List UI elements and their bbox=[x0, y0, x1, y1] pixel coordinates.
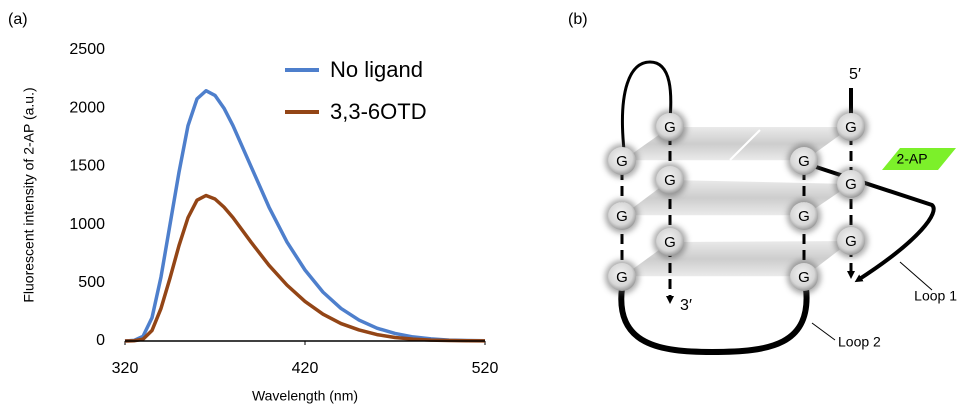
y-tick-label: 2500 bbox=[69, 41, 105, 58]
node-label: G bbox=[845, 176, 857, 193]
node bbox=[790, 202, 818, 230]
y-tick-label: 0 bbox=[96, 332, 105, 349]
leader-line bbox=[899, 261, 933, 291]
node-label: G bbox=[798, 208, 810, 225]
node-label: G bbox=[798, 269, 810, 286]
loop bbox=[809, 163, 936, 283]
node bbox=[790, 263, 818, 291]
node-label: G bbox=[616, 208, 628, 225]
node-label: G bbox=[845, 119, 857, 136]
data-line bbox=[124, 193, 486, 343]
node bbox=[837, 113, 865, 141]
loop bbox=[618, 287, 810, 356]
strand-end-label: 3′ bbox=[680, 297, 692, 314]
x-tick-label: 420 bbox=[292, 360, 319, 377]
probe-label: 2-AP bbox=[896, 151, 927, 167]
node-label: G bbox=[664, 234, 676, 251]
leader-line bbox=[811, 322, 836, 341]
x-tick-label: 320 bbox=[112, 360, 139, 377]
y-axis-title: Fluorescent intensity of 2-AP (a.u.) bbox=[21, 87, 37, 302]
node bbox=[790, 147, 818, 175]
strand-end-label: 5′ bbox=[849, 66, 861, 83]
node bbox=[656, 113, 684, 141]
loop-label: Loop 1 bbox=[914, 288, 957, 304]
node bbox=[656, 228, 684, 256]
node-label: G bbox=[845, 233, 857, 250]
g-quadruplex: 2-AP 5′ 3′ Loop 1 Loop 2 G G G G G G G G G G G G bbox=[605, 60, 957, 356]
legend-label: No ligand bbox=[330, 57, 423, 82]
data-line bbox=[124, 88, 486, 343]
node-label: G bbox=[616, 153, 628, 170]
node-label: G bbox=[664, 119, 676, 136]
node bbox=[608, 147, 636, 175]
node bbox=[656, 166, 684, 194]
strand bbox=[620, 60, 673, 151]
panel-label: (a) bbox=[8, 11, 28, 28]
x-tick-label: 520 bbox=[472, 360, 499, 377]
x-axis-title: Wavelength (nm) bbox=[252, 388, 358, 404]
loop-label: Loop 2 bbox=[838, 334, 881, 350]
node bbox=[837, 227, 865, 255]
panel-label: (b) bbox=[568, 11, 588, 28]
y-tick-label: 500 bbox=[78, 274, 105, 291]
y-tick-label: 2000 bbox=[69, 99, 105, 116]
node bbox=[608, 202, 636, 230]
legend-label: 3,3-6OTD bbox=[330, 99, 427, 124]
probe-marker bbox=[882, 148, 956, 170]
chart: 0 500 1000 1500 2000 2500 320 420 520 No ligand 3,… bbox=[69, 41, 498, 377]
node bbox=[608, 263, 636, 291]
guanines: G G G G G G G G G G G G bbox=[605, 110, 868, 294]
node bbox=[837, 170, 865, 198]
y-tick-label: 1500 bbox=[69, 158, 105, 175]
plane-edge bbox=[729, 129, 761, 161]
node-label: G bbox=[616, 269, 628, 286]
node-label: G bbox=[664, 172, 676, 189]
node-label: G bbox=[798, 153, 810, 170]
y-tick-label: 1000 bbox=[69, 216, 105, 233]
